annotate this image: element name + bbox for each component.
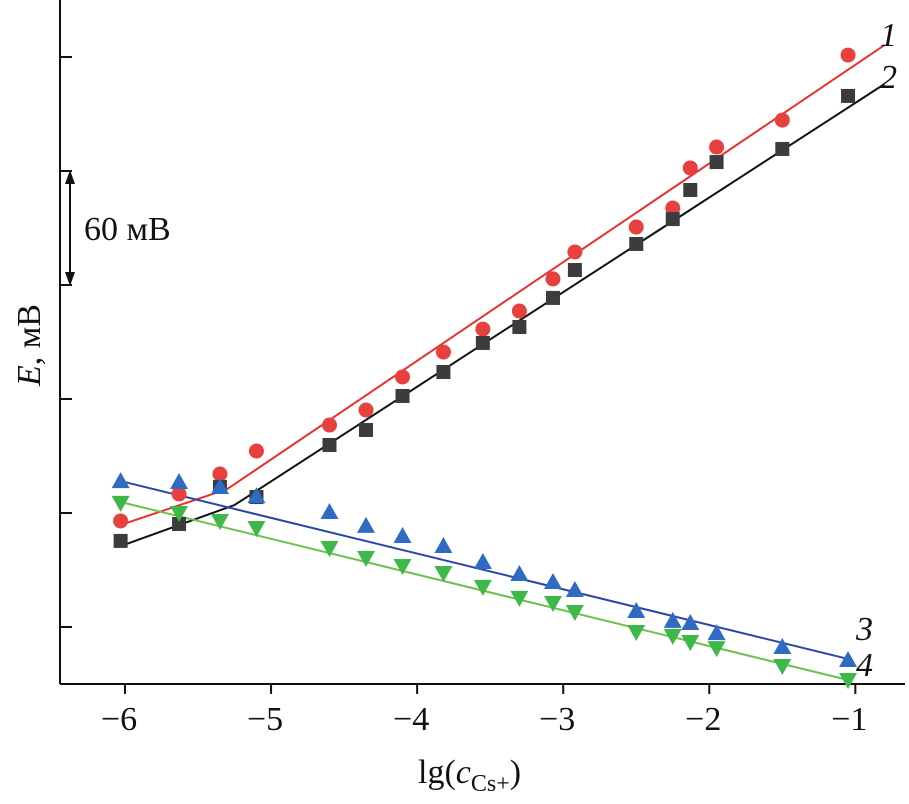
data-point-series-2 — [775, 141, 790, 156]
data-point-series-4 — [663, 628, 682, 645]
data-point-series-3 — [839, 651, 858, 668]
data-point-series-4 — [707, 641, 726, 658]
data-point-series-1 — [682, 160, 698, 176]
series-label-4: 4 — [856, 647, 873, 684]
data-point-series-1 — [709, 139, 725, 155]
data-point-series-4 — [510, 590, 529, 607]
data-point-series-1 — [395, 369, 411, 385]
data-point-series-2 — [395, 388, 410, 403]
data-point-series-1 — [567, 244, 583, 260]
series-label-1: 1 — [880, 17, 897, 54]
data-point-series-2 — [567, 262, 582, 277]
scale-bar-arrow-down — [65, 272, 75, 286]
data-point-series-4 — [111, 495, 130, 512]
data-point-series-3 — [210, 477, 229, 494]
scale-bar-arrow-up — [65, 170, 75, 184]
x-tick-label: −4 — [393, 701, 429, 738]
series-labels: 1 2 34 — [855, 17, 897, 684]
data-point-series-3 — [434, 537, 453, 554]
data-point-series-1 — [321, 417, 337, 433]
data-point-series-2 — [322, 437, 337, 452]
data-point-series-2 — [683, 183, 698, 197]
fit-line-series-1 — [120, 44, 886, 526]
data-point-series-2 — [172, 517, 187, 532]
x-tick-label: −3 — [539, 701, 575, 738]
data-point-series-4 — [434, 566, 453, 583]
data-point-series-2 — [665, 212, 680, 227]
fit-line-series-2 — [120, 83, 886, 548]
data-point-series-4 — [473, 579, 492, 596]
data-point-series-4 — [170, 506, 189, 522]
data-point-series-1 — [545, 271, 561, 287]
data-point-series-4 — [357, 551, 376, 568]
x-axis-label-c: c — [456, 754, 471, 791]
axes: −6 −5 −4 −3 −2 −1 — [59, 0, 905, 738]
data-point-series-1 — [358, 402, 374, 418]
x-tick-label: −5 — [247, 701, 283, 738]
data-point-series-3 — [663, 611, 682, 628]
data-point-series-4 — [247, 521, 266, 538]
data-point-series-3 — [565, 580, 584, 597]
data-point-series-1 — [435, 344, 451, 360]
x-tick-label: −2 — [685, 701, 721, 738]
data-point-series-1 — [475, 321, 491, 337]
data-point-series-3 — [773, 637, 792, 654]
data-point-series-3 — [393, 526, 412, 543]
data-point-series-3 — [473, 553, 492, 570]
series-label-2: 2 — [880, 59, 897, 96]
data-point-series-4 — [210, 513, 229, 530]
data-point-series-2 — [545, 290, 560, 305]
data-point-series-3 — [111, 472, 130, 489]
data-point-series-4 — [627, 624, 646, 641]
series-label-3: 3 — [855, 611, 873, 648]
data-point-series-2 — [629, 236, 644, 251]
data-point-series-3 — [357, 516, 376, 533]
data-point-series-3 — [247, 487, 266, 504]
x-axis-label: lg(cCs+) — [418, 754, 521, 797]
data-point-series-4 — [543, 596, 562, 613]
data-point-series-3 — [543, 572, 562, 589]
data-point-series-3 — [510, 564, 529, 581]
data-point-series-4 — [681, 635, 700, 652]
scale-bar-label: 60 мВ — [84, 211, 171, 248]
data-point-series-1 — [511, 303, 527, 319]
scale-bar: 60 мВ — [65, 170, 171, 286]
data-point-series-4 — [320, 540, 339, 557]
data-point-series-3 — [681, 614, 700, 631]
data-point-series-1 — [248, 443, 264, 459]
data-point-series-2 — [841, 88, 856, 103]
data-point-series-3 — [170, 473, 189, 490]
data-point-series-1 — [774, 112, 790, 128]
data-point-series-2 — [436, 365, 451, 380]
data-point-series-4 — [839, 673, 858, 690]
data-point-series-1 — [665, 200, 681, 216]
data-point-series-1 — [840, 47, 856, 63]
data-point-series-1 — [628, 219, 644, 235]
data-point-series-1 — [171, 486, 187, 502]
data-points — [111, 47, 858, 690]
data-point-series-2 — [359, 422, 374, 437]
fit-lines — [120, 44, 886, 681]
data-point-series-2 — [512, 319, 527, 334]
data-point-series-3 — [320, 503, 339, 520]
data-point-series-4 — [773, 658, 792, 675]
x-tick-label: −6 — [101, 701, 137, 738]
data-point-series-3 — [707, 624, 726, 641]
data-point-series-2 — [709, 155, 724, 170]
data-point-series-4 — [565, 604, 584, 621]
data-point-series-3 — [627, 602, 646, 619]
data-point-series-2 — [475, 335, 490, 350]
data-point-series-2 — [113, 533, 128, 548]
y-axis-label: E, мВ — [11, 304, 48, 387]
fit-line-series-3 — [120, 480, 849, 660]
data-point-series-4 — [393, 559, 412, 576]
x-tick-label: −1 — [831, 701, 867, 738]
data-point-series-1 — [212, 466, 228, 482]
data-point-series-1 — [113, 513, 129, 529]
